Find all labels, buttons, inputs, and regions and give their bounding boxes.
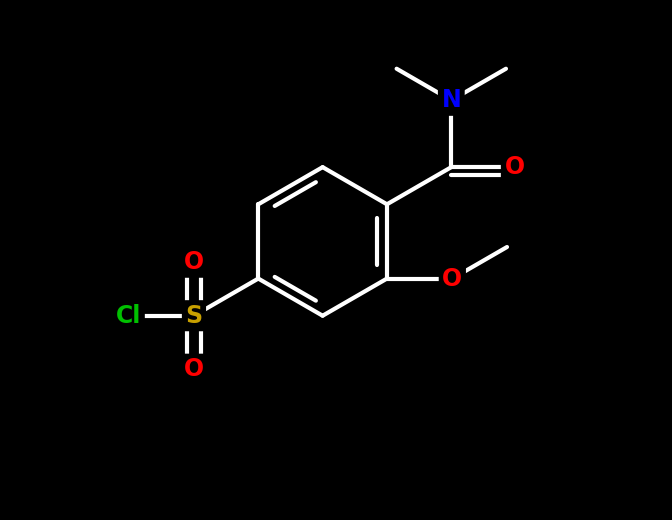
Text: O: O bbox=[184, 250, 204, 274]
Text: S: S bbox=[185, 304, 202, 328]
Text: O: O bbox=[184, 357, 204, 381]
Text: Cl: Cl bbox=[116, 304, 141, 328]
Text: O: O bbox=[505, 155, 525, 179]
Text: N: N bbox=[442, 88, 461, 112]
Text: O: O bbox=[442, 267, 462, 291]
